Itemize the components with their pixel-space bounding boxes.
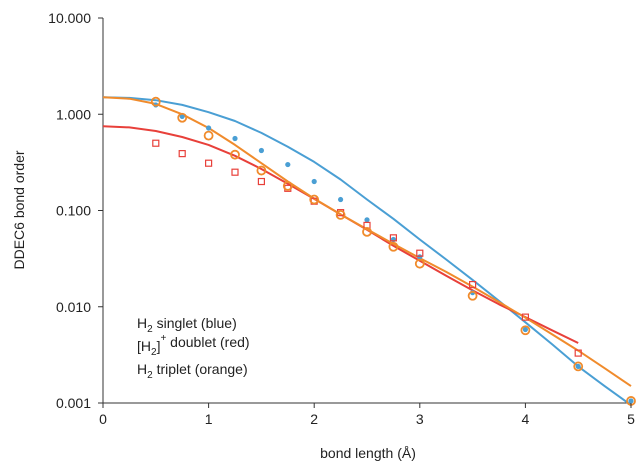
data-point-series-1: [417, 254, 423, 260]
data-point-series-3: [520, 325, 531, 336]
data-point-series-1: [628, 398, 634, 404]
data-point-series-1: [311, 178, 317, 185]
legend-entry-2: [H2]+ doublet (red): [137, 333, 250, 358]
fit-curve-series-3: [102, 96, 632, 387]
data-point-series-3: [335, 210, 346, 220]
x-axis-title: bond length (Å): [320, 445, 416, 461]
data-point-series-3: [282, 181, 293, 191]
data-point-series-2: [178, 150, 186, 158]
data-point-series-2: [469, 280, 477, 289]
y-tick-label: 10.000: [48, 10, 91, 26]
y-axis-ticks: 0.001 0.010 0.100 1.000 10.000: [48, 10, 103, 411]
x-axis-ticks: 0 1 2 3 4 5: [99, 403, 635, 427]
x-tick-label: 0: [99, 411, 107, 427]
x-tick-label: 5: [627, 411, 635, 427]
y-tick-label: 1.000: [56, 106, 91, 122]
data-point-series-2: [521, 313, 530, 321]
data-point-series-3: [573, 361, 584, 372]
data-point-series-3: [203, 130, 214, 141]
data-point-series-2: [205, 159, 213, 167]
data-point-series-3: [388, 241, 399, 252]
data-point-series-2: [416, 249, 424, 257]
data-point-series-1: [338, 196, 344, 203]
data-point-series-1: [206, 125, 212, 131]
data-point-series-2: [152, 139, 160, 147]
data-point-series-3: [177, 112, 188, 123]
data-point-series-2: [257, 177, 265, 186]
x-tick-label: 3: [416, 411, 424, 427]
data-point-series-3: [230, 149, 240, 160]
data-point-series-2: [231, 168, 239, 176]
y-tick-label: 0.010: [56, 299, 91, 315]
data-point-series-1: [258, 147, 264, 154]
y-axis-title: DDEC6 bond order: [11, 150, 27, 269]
data-point-series-3: [150, 96, 161, 107]
data-point-series-3: [414, 258, 425, 269]
data-point-series-1: [232, 135, 238, 142]
data-point-series-1: [364, 217, 370, 223]
fit-curve-series-1: [102, 96, 632, 406]
data-point-series-2: [574, 349, 582, 357]
data-point-series-3: [309, 194, 320, 205]
x-tick-label: 2: [310, 411, 318, 427]
data-point-series-3: [362, 226, 372, 237]
y-tick-label: 0.001: [56, 395, 91, 411]
y-tick-label: 0.100: [56, 203, 91, 219]
data-point-series-1: [575, 363, 581, 370]
data-point-series-3: [467, 290, 478, 301]
legend: H2 singlet (blue)[H2]+ doublet (red) H2 t…: [137, 315, 250, 381]
data-point-series-3: [256, 165, 267, 176]
data-point-series-1: [179, 113, 185, 119]
data-markers: [150, 96, 636, 406]
legend-entry-1: H2 singlet (blue): [137, 315, 237, 335]
data-point-series-1: [522, 326, 529, 333]
fit-curve-series-2: [102, 125, 579, 344]
legend-entry-3: H2 triplet (orange): [137, 361, 248, 381]
x-tick-label: 4: [522, 411, 530, 427]
x-tick-label: 1: [205, 411, 213, 427]
data-point-series-2: [389, 234, 397, 242]
data-point-series-1: [285, 161, 291, 168]
fit-curves: [102, 96, 632, 406]
